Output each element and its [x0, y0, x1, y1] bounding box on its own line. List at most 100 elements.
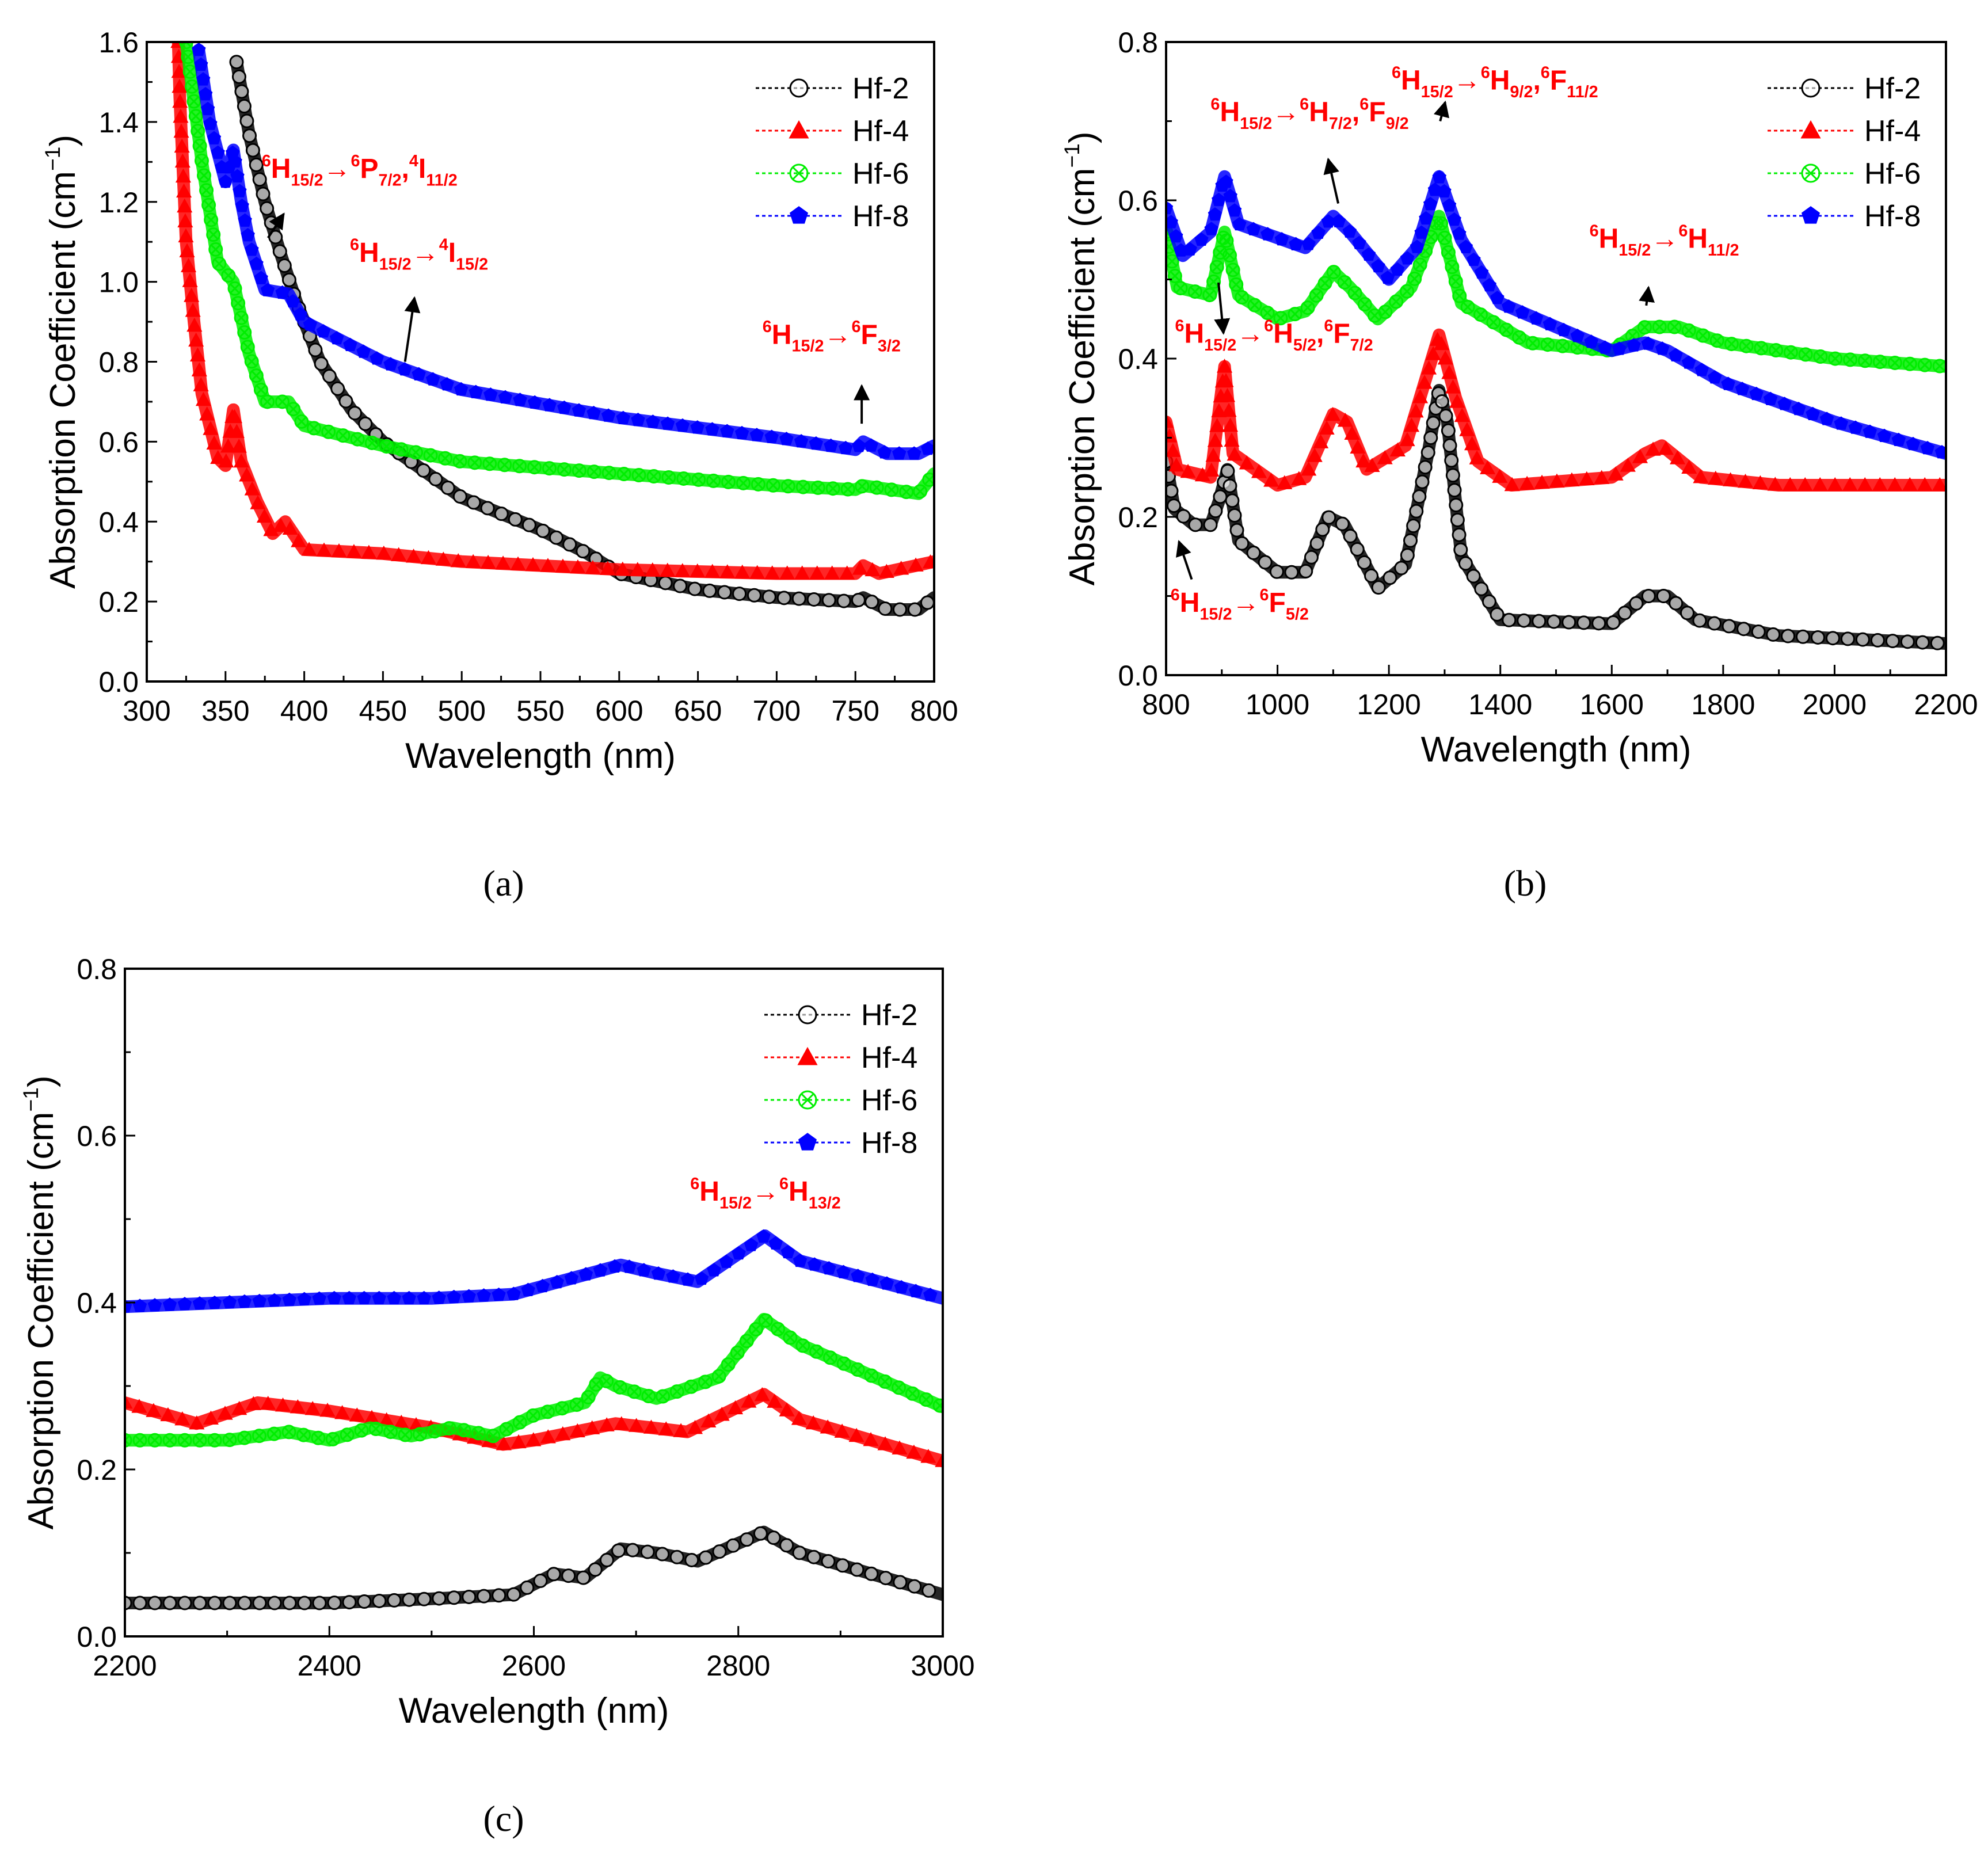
data-point-marker [409, 445, 424, 460]
data-point-marker [1474, 581, 1489, 596]
data-point-marker [1891, 432, 1906, 447]
x-tick-label: 1600 [1580, 688, 1644, 721]
data-point-marker [196, 72, 211, 86]
data-point-marker [1361, 247, 1376, 261]
data-point-marker [1217, 359, 1233, 373]
data-point-marker [680, 1272, 695, 1286]
data-point-marker [614, 1416, 630, 1430]
data-point-marker [497, 458, 512, 473]
data-point-marker-cross [708, 475, 719, 486]
data-point-marker [416, 463, 431, 478]
data-point-marker [192, 1296, 207, 1310]
x-axis-label: Wavelength (nm) [1421, 730, 1692, 770]
data-point-marker [1400, 284, 1415, 299]
data-point-marker [1221, 402, 1237, 417]
data-point-marker [525, 557, 541, 572]
data-point-marker-ring [227, 281, 242, 296]
data-point-marker [204, 212, 219, 227]
data-point-marker-ring [1389, 294, 1404, 309]
data-point-marker [358, 416, 373, 431]
data-point-marker [555, 1426, 571, 1441]
data-point-marker [1848, 420, 1863, 434]
data-point-marker [293, 307, 307, 321]
data-point-marker-ring [1317, 276, 1332, 291]
data-point-marker-cross [1639, 322, 1650, 333]
data-point-marker [1641, 589, 1656, 603]
data-point-marker-cross [223, 270, 234, 281]
data-point-marker [1251, 464, 1267, 478]
data-point-marker [492, 1588, 506, 1603]
data-point-marker [1460, 299, 1475, 314]
data-point-marker [1452, 226, 1467, 240]
data-point-marker-cross [732, 1347, 743, 1358]
data-point-marker-cross [199, 170, 210, 181]
data-point-marker [506, 1286, 521, 1300]
data-point-marker [706, 473, 721, 488]
data-point-marker-cross [825, 1352, 836, 1363]
data-point-marker-ring [1512, 330, 1527, 345]
data-point-marker-ring [1433, 216, 1448, 231]
data-point-marker [177, 1433, 192, 1448]
data-point-marker [521, 1282, 535, 1296]
data-point-marker [822, 1261, 836, 1275]
data-point-marker [1681, 323, 1696, 338]
transition-annotation: 6H15/2→6P7/2,4I11/2 [262, 152, 458, 190]
data-point-marker [191, 362, 207, 376]
data-point-marker [612, 1380, 627, 1395]
data-point-marker [162, 1297, 177, 1311]
transition-annotation-part: H [1401, 66, 1421, 96]
data-point-marker [923, 1288, 938, 1301]
data-point-marker [1767, 477, 1783, 491]
transition-annotation-part: H [1273, 319, 1293, 349]
transition-annotation-part: , [402, 154, 409, 184]
data-point-marker-ring [1167, 268, 1182, 283]
data-point-marker [739, 1334, 754, 1349]
data-point-marker [669, 1384, 684, 1399]
data-point-marker-ring [905, 1386, 920, 1401]
data-point-marker [188, 332, 204, 347]
data-point-marker-ring [1448, 274, 1463, 289]
data-point-marker [660, 562, 676, 577]
data-point-marker [329, 330, 344, 345]
data-point-marker [864, 1566, 879, 1581]
transition-annotation-part: 5/2 [1286, 605, 1309, 623]
data-point-marker-ring [721, 1357, 736, 1372]
data-point-marker [810, 480, 825, 495]
data-point-marker-ring [1724, 337, 1739, 352]
data-point-marker [809, 565, 825, 580]
data-point-marker-ring [569, 1398, 584, 1412]
data-point-marker [199, 183, 214, 198]
data-point-marker [585, 560, 601, 574]
data-point-marker [260, 394, 275, 409]
data-point-marker [893, 1575, 908, 1590]
transition-annotation-part: 6 [1171, 586, 1180, 604]
data-point-marker [673, 578, 688, 593]
data-point-marker [768, 1236, 783, 1250]
data-point-marker-cross [488, 1431, 498, 1441]
data-point-marker-ring [147, 1433, 162, 1448]
data-point-marker [1547, 614, 1562, 629]
data-point-marker [131, 1399, 147, 1413]
transition-annotation-part: 15/2 [1618, 241, 1651, 260]
data-point-marker [732, 587, 747, 601]
series-hf-4 [170, 42, 934, 580]
data-point-marker [627, 1384, 642, 1399]
legend-marker-cross [1804, 166, 1818, 180]
data-point-marker [192, 138, 207, 153]
data-point-marker [1452, 288, 1467, 303]
data-point-marker [1887, 477, 1903, 492]
data-point-marker-ring [587, 464, 601, 479]
data-point-marker [1902, 477, 1918, 492]
data-point-marker [727, 1400, 744, 1415]
x-tick-label: 750 [831, 695, 879, 727]
data-point-marker-ring [237, 1430, 252, 1445]
data-point-marker-ring [542, 461, 557, 476]
transition-annotation-part: 15/2 [1421, 83, 1453, 101]
data-point-marker-cross [529, 462, 540, 473]
data-point-marker-ring [394, 442, 409, 457]
data-point-marker [878, 563, 894, 578]
data-point-marker [1512, 330, 1527, 345]
data-point-marker [175, 168, 191, 183]
data-point-marker [1229, 277, 1244, 292]
data-point-marker [207, 1433, 222, 1448]
